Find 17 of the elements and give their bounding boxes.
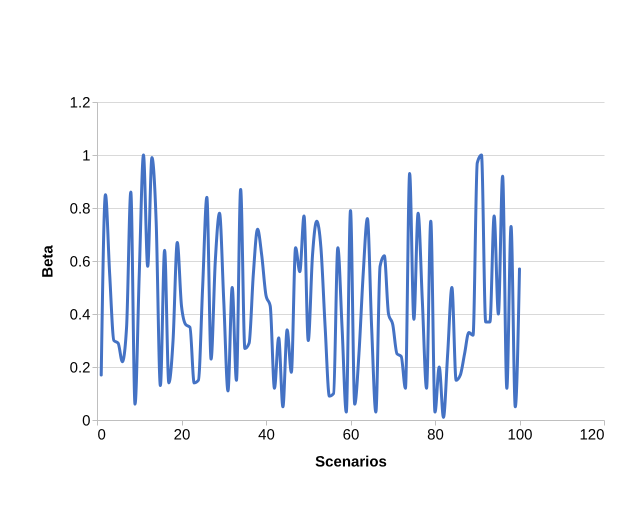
x-tick-label: 60 <box>342 426 360 444</box>
y-axis-title: Beta <box>40 244 57 278</box>
y-tick-label: 0.8 <box>70 200 90 218</box>
y-tick-label: 0.2 <box>70 360 90 376</box>
x-tick-label: 80 <box>427 426 444 444</box>
y-tick-label: 1 <box>82 148 90 164</box>
y-tick-label: 0.4 <box>70 306 90 324</box>
x-tick-label: 0 <box>98 426 106 444</box>
y-tick-label: 0.6 <box>70 254 90 270</box>
line-series <box>100 154 521 419</box>
y-tick-label: 0 <box>82 412 90 430</box>
x-axis-title: Scenarios <box>315 454 387 470</box>
x-tick-label: 20 <box>174 426 190 444</box>
x-tick-label: 100 <box>507 426 533 444</box>
x-tick-label: 40 <box>258 426 275 444</box>
x-tick-label: 120 <box>579 426 604 444</box>
y-tick-label: 1.2 <box>70 94 90 112</box>
